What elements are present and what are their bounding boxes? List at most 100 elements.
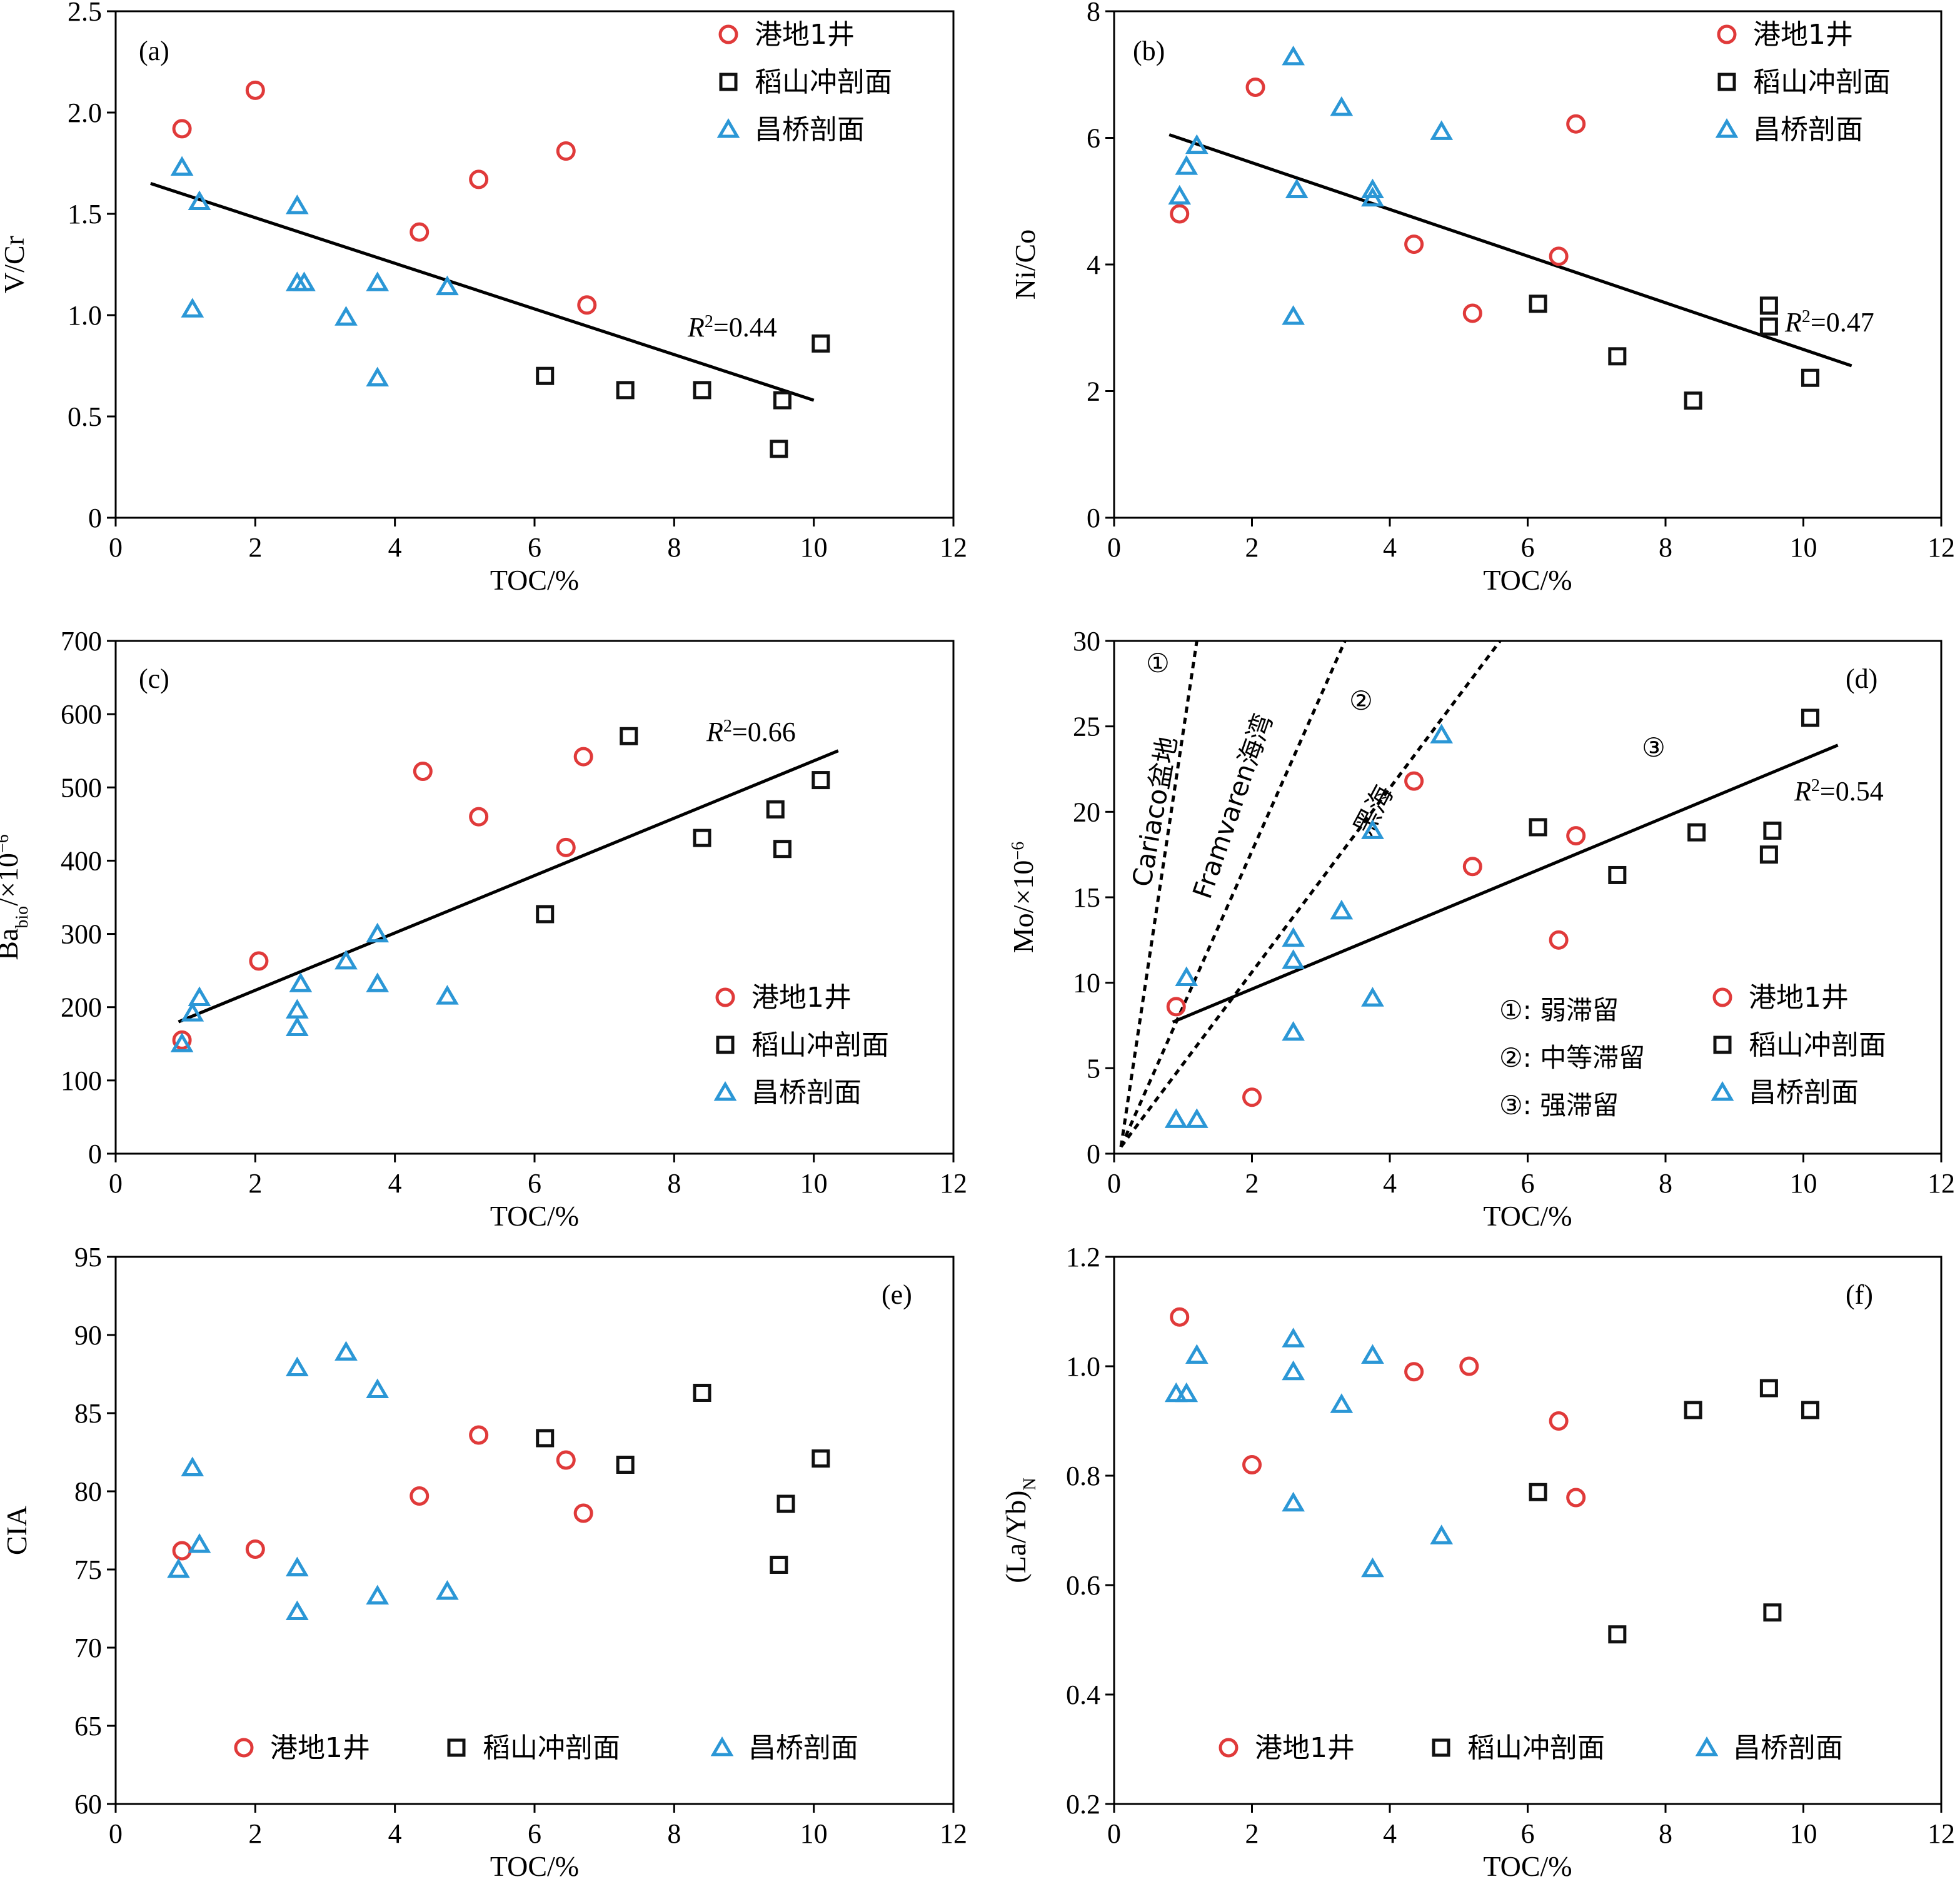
data-point	[1242, 1087, 1262, 1107]
x-tick-label: 0	[109, 1168, 123, 1199]
legend-label: 昌桥剖面	[751, 1077, 862, 1109]
data-point	[773, 391, 792, 410]
panel-tag: (c)	[139, 663, 169, 694]
legend-label: 稻山冲剖面	[755, 66, 892, 98]
zone-mark: ②	[1349, 685, 1373, 716]
data-point	[1282, 1020, 1305, 1041]
y-tick-label: 700	[61, 626, 102, 657]
reference-line-label: Cariaco盆地	[1127, 734, 1183, 889]
legend-label: 港地1井	[751, 982, 852, 1014]
data-point	[410, 1486, 430, 1506]
data-point	[1608, 1625, 1627, 1644]
legend-label: 昌桥剖面	[1749, 1077, 1859, 1109]
r-squared-symbol: R	[687, 312, 705, 343]
y-tick-label: 1.2	[1066, 1242, 1100, 1272]
y-tick-label: 0.5	[68, 401, 102, 432]
data-point	[1404, 234, 1424, 254]
zone-legend-item: ②: 中等滞留	[1499, 1042, 1645, 1073]
data-point	[766, 800, 785, 819]
data-point	[1462, 857, 1482, 877]
reference-line-label: 黑海	[1348, 780, 1400, 841]
legend-marker	[234, 1738, 254, 1758]
y-axis-label: Ni/Co	[1009, 229, 1041, 300]
data-point	[1282, 927, 1305, 947]
data-point	[536, 366, 555, 385]
data-point	[188, 190, 211, 211]
data-point	[1529, 818, 1547, 837]
y-axis-label: Mo/×10−6	[1007, 842, 1039, 953]
panel-d: 0 2 4 6 8 10 12 0 5 10 15 20 25 30 TOC/% Mo/×10−6 (d) Car…	[1007, 626, 1955, 1232]
y-tick-label: 30	[1073, 626, 1100, 657]
data-point	[1170, 204, 1190, 224]
x-tick-label: 8	[667, 1818, 681, 1849]
data-point	[1285, 178, 1309, 199]
r-squared-exponent: 2	[705, 312, 713, 331]
r-squared-value: =0.47	[1811, 307, 1874, 338]
y-tick-label: 100	[61, 1065, 102, 1096]
r-squared-label: R2=0.47	[1784, 307, 1874, 338]
series-港地1井	[1166, 771, 1586, 1107]
series-昌桥剖面	[170, 922, 459, 1052]
x-tick-label: 6	[528, 1818, 541, 1849]
data-point	[1164, 1108, 1188, 1128]
data-point	[1759, 317, 1778, 336]
data-point	[1185, 1344, 1209, 1364]
x-tick-label: 2	[1245, 532, 1259, 563]
data-point	[812, 771, 830, 790]
data-point	[556, 1450, 576, 1470]
y-tick-label: 0	[88, 503, 102, 533]
legend-label: 稻山冲剖面	[751, 1029, 889, 1061]
panel-e: 0 2 4 6 8 10 12 60 65 70 75 80 85 90 95 TOC/% CIA (e) 港地1井…	[1, 1242, 967, 1879]
data-point	[285, 999, 309, 1019]
x-tick-label: 2	[1245, 1818, 1259, 1849]
x-tick-label: 2	[248, 1818, 262, 1849]
data-point	[1687, 823, 1706, 842]
data-point	[172, 119, 192, 139]
series-稻山冲剖面	[536, 727, 830, 924]
legend-marker	[1695, 1736, 1719, 1756]
x-tick-label: 10	[800, 532, 828, 563]
r-squared-exponent: 2	[1802, 307, 1811, 326]
x-tick-label: 4	[388, 1818, 402, 1849]
y-tick-label: 75	[74, 1554, 102, 1585]
data-point	[693, 1384, 711, 1402]
data-point	[181, 1456, 204, 1476]
data-point	[1361, 1344, 1384, 1364]
y-axis-label-main: Mo/×10	[1007, 860, 1039, 954]
series-昌桥剖面	[1164, 1327, 1454, 1578]
r-squared-symbol: R	[1784, 307, 1802, 338]
data-point	[167, 1558, 190, 1578]
legend-label: 昌桥剖面	[755, 114, 865, 146]
data-point	[334, 949, 358, 970]
plot-frame	[1113, 1256, 1942, 1805]
series-昌桥剖面	[1168, 45, 1454, 325]
x-tick-label: 12	[1927, 1818, 1955, 1849]
y-tick-label: 2.0	[68, 98, 102, 128]
data-point	[1170, 1307, 1190, 1327]
x-tick-label: 4	[1383, 532, 1397, 563]
x-tick-label: 8	[1659, 1168, 1672, 1199]
x-tick-label: 4	[388, 532, 402, 563]
legend-marker	[719, 73, 738, 91]
data-point	[1430, 723, 1454, 743]
x-tick-label: 4	[1383, 1818, 1397, 1849]
data-point	[188, 1533, 211, 1553]
x-tick-label: 6	[1521, 1168, 1535, 1199]
data-point	[245, 1539, 265, 1559]
r-squared-value: =0.66	[732, 717, 796, 747]
y-tick-label: 25	[1073, 712, 1100, 742]
y-tick-label: 600	[61, 699, 102, 730]
data-point	[245, 80, 265, 100]
x-tick-label: 10	[1790, 1168, 1817, 1199]
data-point	[1166, 997, 1186, 1017]
legend-marker	[718, 24, 738, 44]
y-axis-label-main: CIA	[1, 1506, 33, 1555]
data-point	[436, 985, 459, 1005]
series-稻山冲剖面	[536, 334, 830, 458]
x-tick-label: 0	[1107, 1168, 1121, 1199]
data-point	[1608, 865, 1627, 884]
data-point	[1684, 391, 1702, 410]
y-tick-label: 0	[1087, 503, 1100, 533]
y-tick-label: 0.4	[1066, 1680, 1100, 1710]
data-point	[773, 840, 792, 859]
